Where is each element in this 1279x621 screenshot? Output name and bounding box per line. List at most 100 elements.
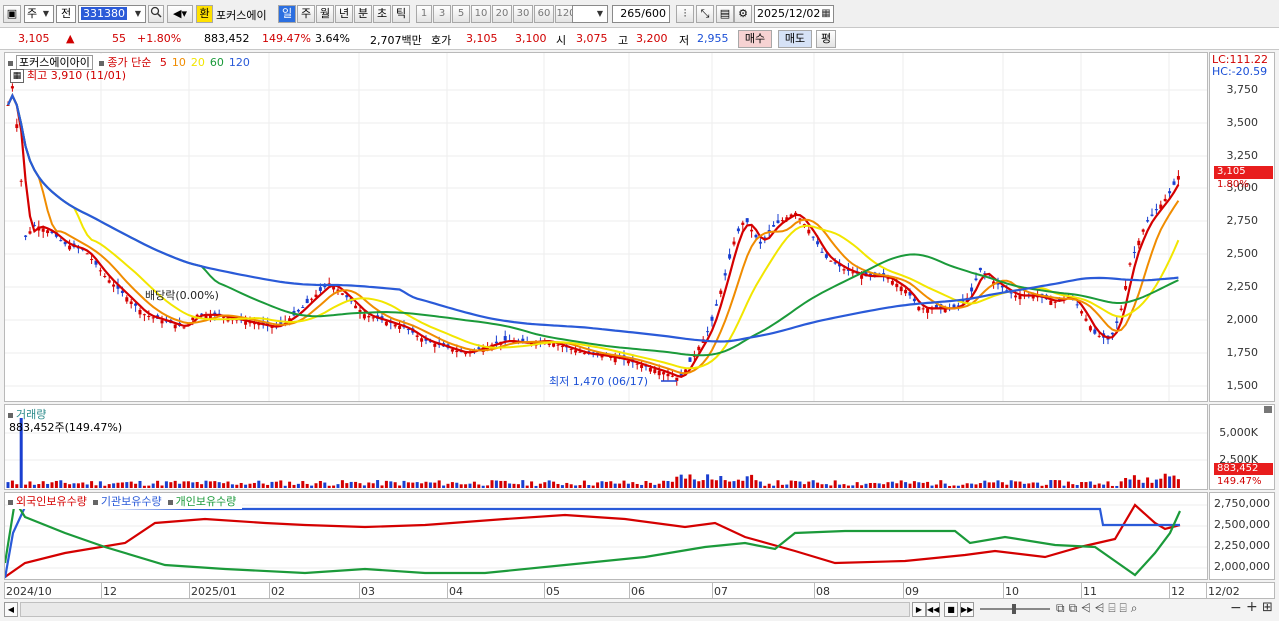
volume-bar: [283, 485, 287, 488]
buy-button[interactable]: 매수: [738, 30, 772, 48]
volume-bar: [1119, 481, 1123, 488]
scroll-right-icon[interactable]: ▶: [912, 602, 926, 617]
calendar-icon[interactable]: ▦: [821, 8, 831, 19]
interval-button-1[interactable]: 3: [433, 5, 451, 23]
holdings-y-axis[interactable]: 2,750,000 2,500,000 2,250,000 2,000,000: [1209, 492, 1275, 580]
tab-period-1[interactable]: 주: [297, 5, 315, 23]
interval-custom-select[interactable]: ▼: [572, 5, 608, 23]
prev-button[interactable]: 전: [56, 5, 76, 23]
chart-tool-icons[interactable]: ⧉⧉⩤⩤⌸⌸⌕: [1056, 601, 1142, 615]
zoom-out-icon[interactable]: −: [1230, 600, 1242, 616]
legend-toggle-icon[interactable]: [167, 499, 173, 505]
volume-bar: [1115, 485, 1119, 488]
search-icon[interactable]: [148, 5, 164, 23]
volume-bar: [345, 483, 349, 488]
volume-bar: [116, 482, 120, 488]
chevron-down-icon: ▼: [42, 9, 50, 18]
holdings-legend-item[interactable]: 외국인보유수량: [16, 495, 87, 508]
legend-toggle-icon[interactable]: [8, 412, 13, 418]
volume-bar: [939, 480, 943, 488]
volume-bar: [864, 483, 868, 488]
volume-legend: 거래량: [8, 406, 46, 422]
candle-body: [732, 241, 736, 245]
volume-bar: [1088, 481, 1092, 488]
layout-icon[interactable]: ▣: [3, 5, 21, 23]
go-first-icon[interactable]: ◀◀: [926, 602, 940, 617]
zoom-in-icon[interactable]: +: [1246, 599, 1258, 615]
data-count-field[interactable]: 265/600: [612, 5, 670, 23]
volume-bar: [1146, 477, 1150, 488]
gear-icon[interactable]: ⚙: [734, 5, 752, 23]
volume-bar: [860, 485, 864, 488]
candle-body: [992, 281, 996, 285]
candle-body: [1049, 300, 1053, 305]
interval-button-6[interactable]: 60: [534, 5, 554, 23]
interval-button-4[interactable]: 20: [492, 5, 512, 23]
volume-bar: [1128, 479, 1132, 488]
tab-period-2[interactable]: 월: [316, 5, 334, 23]
volume-bar: [200, 484, 204, 488]
ma-line-60: [7, 93, 1179, 357]
date-field[interactable]: 2025/12/02 ▦: [754, 5, 834, 23]
sell-button[interactable]: 매도: [778, 30, 812, 48]
legend-toggle-icon[interactable]: [99, 60, 105, 66]
stop-icon[interactable]: ■: [944, 602, 958, 617]
market-type-select[interactable]: 주 ▼: [24, 5, 54, 23]
go-last-icon[interactable]: ▶▶: [960, 602, 974, 617]
x-axis-tick: [1081, 583, 1082, 598]
tab-period-3[interactable]: 년: [335, 5, 353, 23]
price-tick: 3,750: [1226, 83, 1259, 96]
legend-stock-name[interactable]: 포커스에이아이: [16, 55, 93, 70]
fullscreen-icon[interactable]: ⊞: [1262, 600, 1273, 615]
candle-type-icon[interactable]: ⫶: [676, 5, 694, 23]
ma-legend-item[interactable]: 120: [228, 56, 250, 69]
ma-legend-item[interactable]: 20: [190, 56, 205, 69]
zoom-slider-handle[interactable]: [1012, 604, 1016, 614]
tab-period-5[interactable]: 초: [373, 5, 391, 23]
candle-body: [926, 308, 930, 313]
tab-period-6[interactable]: 틱: [392, 5, 410, 23]
volume-bar: [120, 482, 124, 488]
holdings-legend-item[interactable]: 기관보유수량: [100, 495, 162, 508]
volume-icon[interactable]: ◀▾: [167, 5, 193, 23]
panel-close-icon[interactable]: [1264, 406, 1272, 413]
scroll-left-icon[interactable]: ◀: [4, 602, 18, 617]
interval-button-2[interactable]: 5: [452, 5, 470, 23]
tab-period-0[interactable]: 일: [278, 5, 296, 23]
volume-bar: [1062, 485, 1066, 488]
x-axis-label: 2024/10: [6, 585, 52, 598]
ma-line-120: [7, 92, 1179, 343]
ma-legend-item[interactable]: 10: [171, 56, 186, 69]
scroll-track[interactable]: [20, 602, 910, 617]
legend-toggle-icon[interactable]: [8, 60, 13, 66]
save-icon[interactable]: ▤: [716, 5, 734, 23]
x-axis-tick: [189, 583, 190, 598]
crosshair-icon[interactable]: ⤡: [696, 5, 714, 23]
volume-panel[interactable]: 거래량 883,452주(149.47%): [4, 404, 1208, 490]
candle-body: [719, 290, 723, 294]
ma-legend-item[interactable]: 60: [209, 56, 224, 69]
legend-toggle-icon[interactable]: [92, 499, 98, 505]
volume-bar: [684, 478, 688, 488]
interval-button-7[interactable]: 120: [555, 5, 577, 23]
grid-icon[interactable]: ▦: [10, 69, 24, 83]
price-y-axis[interactable]: LC:111.22 HC:-20.59 3,750 3,500 3,250 3,000…: [1209, 52, 1275, 402]
exchange-button[interactable]: 환: [196, 5, 213, 23]
volume-y-axis[interactable]: 5,000K 2,500K: [1209, 404, 1275, 490]
ma-legend-item[interactable]: 5: [159, 56, 167, 69]
interval-button-0[interactable]: 1: [416, 5, 432, 23]
interval-button-5[interactable]: 30: [513, 5, 533, 23]
candle-body: [556, 344, 560, 346]
tab-period-4[interactable]: 분: [354, 5, 372, 23]
holdings-panel[interactable]: 외국인보유수량 기관보유수량 개인보유수량: [4, 492, 1208, 580]
eval-button[interactable]: 평: [816, 30, 836, 48]
legend-toggle-icon[interactable]: [8, 499, 13, 505]
volume-bar: [37, 484, 41, 488]
volume-bar: [635, 483, 639, 488]
holdings-legend-item[interactable]: 개인보유수량: [175, 495, 237, 508]
volume-bar: [582, 480, 586, 488]
stock-code-input[interactable]: 331380 ▼: [78, 5, 146, 23]
price-chart-panel[interactable]: 포커스에이아이 종가 단순 5 10 20 60 120 최고 3,910 (11/01…: [4, 52, 1208, 402]
interval-button-3[interactable]: 10: [471, 5, 491, 23]
